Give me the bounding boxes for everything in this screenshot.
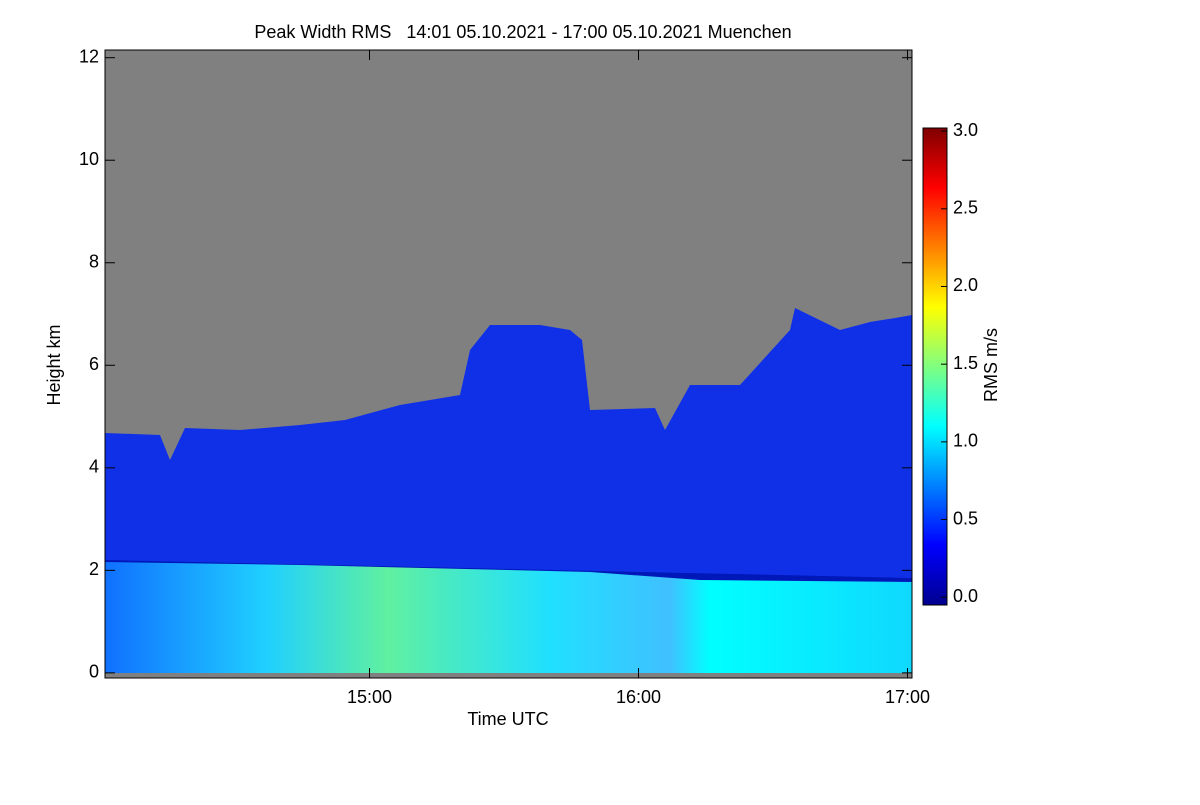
- colorbar-tick-label: 1.0: [953, 431, 978, 451]
- chart-title: Peak Width RMS 14:01 05.10.2021 - 17:00 …: [254, 22, 791, 42]
- x-axis-label: Time UTC: [467, 709, 548, 729]
- colorbar-label: RMS m/s: [981, 328, 1001, 402]
- field-upper: [105, 308, 912, 585]
- y-tick-label: 8: [89, 252, 99, 272]
- y-tick-label: 10: [79, 149, 99, 169]
- field-lower: [105, 562, 912, 673]
- x-tick-label: 17:00: [885, 687, 930, 707]
- y-tick-label: 4: [89, 457, 99, 477]
- colorbar-tick-label: 3.0: [953, 120, 978, 140]
- y-tick-label: 6: [89, 354, 99, 374]
- y-tick-label: 0: [89, 662, 99, 682]
- x-tick-label: 16:00: [616, 687, 661, 707]
- y-tick-label: 2: [89, 559, 99, 579]
- y-tick-label: 12: [79, 46, 99, 66]
- x-tick-label: 15:00: [347, 687, 392, 707]
- colorbar-tick-label: 0.5: [953, 508, 978, 528]
- colorbar-tick-label: 2.0: [953, 275, 978, 295]
- colorbar-tick-label: 1.5: [953, 353, 978, 373]
- colorbar: [922, 127, 948, 606]
- plot-frame: [104, 49, 913, 679]
- colorbar-tick-label: 0.0: [953, 586, 978, 606]
- y-axis-label: Height km: [44, 324, 64, 405]
- colorbar-tick-label: 2.5: [953, 198, 978, 218]
